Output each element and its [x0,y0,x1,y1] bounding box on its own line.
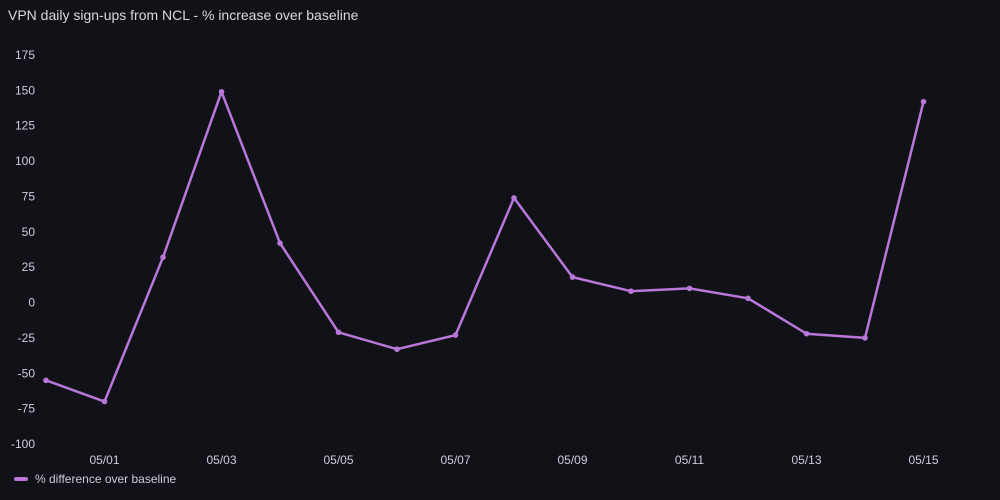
y-tick-label: 125 [15,119,35,133]
data-point[interactable] [277,240,283,246]
data-point[interactable] [101,398,108,405]
data-point[interactable] [569,274,576,280]
y-tick-label: -100 [11,437,35,451]
data-point[interactable] [628,288,634,295]
x-tick-label: 05/11 [675,453,704,467]
x-tick-label: 05/15 [908,453,938,467]
x-tick-label: 05/13 [791,453,821,467]
y-tick-label: -50 [18,366,36,380]
data-point[interactable] [511,195,517,201]
x-tick-label: 05/05 [323,453,353,467]
x-tick-label: 05/01 [89,453,119,467]
y-tick-label: 75 [22,189,36,203]
legend-label: % difference over baseline [35,472,177,486]
series-line[interactable] [44,90,925,403]
data-point[interactable] [803,330,810,337]
legend[interactable]: % difference over baseline [14,472,176,486]
data-point[interactable] [862,335,868,341]
data-point[interactable] [745,295,751,302]
y-tick-label: 50 [22,225,36,239]
y-tick-label: 150 [15,83,35,97]
x-axis: 05/01 05/03 05/05 05/07 05/09 05/11 05/13 05/15 [89,453,938,467]
data-point[interactable] [43,377,49,384]
data-point[interactable] [218,88,225,95]
y-tick-label: 25 [22,260,36,274]
data-point[interactable] [394,346,400,353]
x-tick-label: 05/07 [440,453,470,467]
y-tick-label: -25 [18,331,36,345]
legend-swatch [14,477,28,481]
x-tick-label: 05/09 [557,453,587,467]
data-point[interactable] [160,254,166,261]
y-axis: -100 -75 -50 -25 0 25 50 75 100 125 150 175 [11,48,35,451]
y-tick-label: 0 [28,296,35,310]
data-point[interactable] [920,98,927,105]
x-tick-label: 05/03 [206,453,236,467]
panel-title: VPN daily sign-ups from NCL - % increase… [8,7,359,23]
series-layer [43,88,927,405]
data-point[interactable] [452,332,459,338]
y-tick-label: 100 [15,154,35,168]
data-point[interactable] [686,285,693,292]
y-tick-label: 175 [15,48,35,62]
y-tick-label: -75 [18,402,36,416]
data-point[interactable] [335,329,342,336]
